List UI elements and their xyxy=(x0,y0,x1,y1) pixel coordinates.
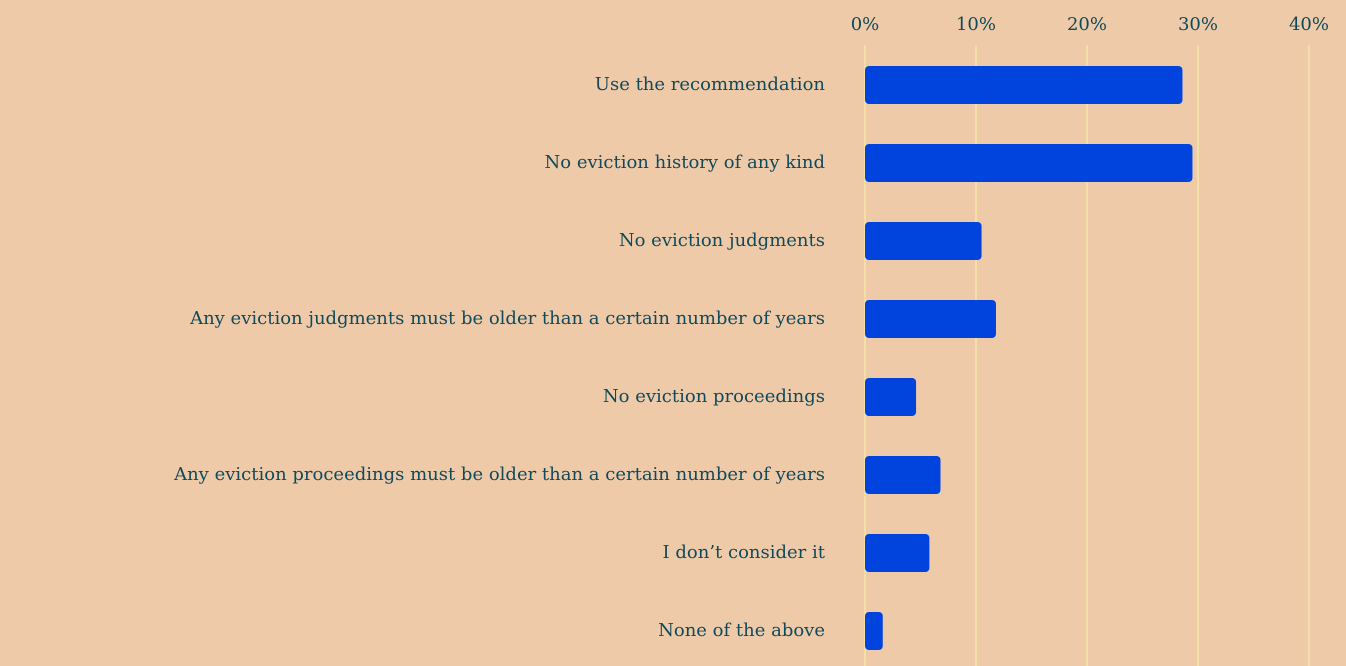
x-tick-label: 20% xyxy=(1067,14,1107,35)
y-tick-label: No eviction proceedings xyxy=(603,386,825,407)
x-tick-label: 40% xyxy=(1289,14,1329,35)
y-tick-label: None of the above xyxy=(658,620,825,641)
x-tick-label: 10% xyxy=(956,14,996,35)
x-tick-label: 0% xyxy=(851,14,880,35)
y-tick-label: No eviction history of any kind xyxy=(545,152,825,173)
bar xyxy=(865,144,1193,182)
bar xyxy=(865,456,941,494)
y-tick-label: Use the recommendation xyxy=(595,74,826,95)
bar xyxy=(865,222,982,260)
bar xyxy=(865,612,883,650)
y-tick-label: I don’t consider it xyxy=(663,542,826,563)
y-tick-label: No eviction judgments xyxy=(619,230,825,251)
y-tick-label: Any eviction proceedings must be older t… xyxy=(173,464,825,485)
y-tick-label: Any eviction judgments must be older tha… xyxy=(189,308,825,329)
bar xyxy=(865,534,930,572)
bar xyxy=(865,300,996,338)
bar xyxy=(865,378,917,416)
grid xyxy=(864,45,1310,666)
x-tick-label: 30% xyxy=(1178,14,1218,35)
bar xyxy=(865,66,1183,104)
